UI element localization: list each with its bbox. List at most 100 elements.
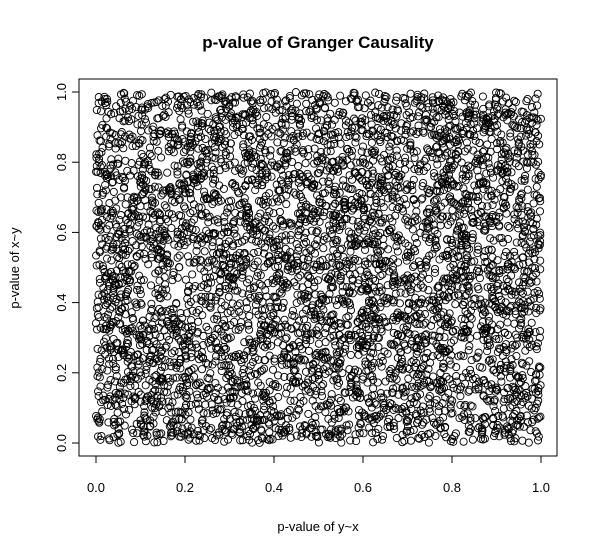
data-point — [238, 397, 247, 406]
data-point — [214, 396, 223, 405]
data-point — [367, 428, 376, 438]
data-point — [238, 267, 247, 276]
data-point — [337, 424, 346, 433]
data-point — [135, 285, 144, 295]
data-point — [501, 306, 511, 315]
data-point — [346, 436, 355, 445]
data-point — [489, 402, 498, 411]
data-point — [351, 138, 360, 147]
data-point — [379, 112, 388, 121]
data-point — [518, 397, 527, 406]
data-point — [213, 345, 222, 354]
data-point — [493, 102, 502, 111]
data-point — [514, 385, 523, 395]
data-point — [111, 196, 120, 205]
data-point — [443, 318, 452, 327]
data-point — [444, 293, 453, 302]
data-point — [253, 111, 262, 120]
data-point — [206, 126, 215, 135]
data-point — [370, 240, 380, 249]
data-point — [272, 238, 281, 247]
data-point — [389, 384, 398, 393]
data-point — [290, 144, 299, 153]
data-point — [363, 304, 372, 314]
data-point — [416, 273, 425, 282]
data-point — [181, 221, 190, 230]
data-point — [406, 89, 415, 98]
data-point — [301, 339, 310, 349]
data-point — [176, 364, 185, 373]
data-point — [472, 186, 481, 195]
data-point — [123, 339, 133, 349]
data-point — [245, 311, 254, 320]
data-point — [146, 281, 156, 290]
data-point — [466, 312, 475, 321]
data-point — [120, 404, 129, 413]
data-point — [416, 260, 425, 269]
data-point — [347, 201, 356, 210]
data-point — [369, 297, 378, 306]
data-point — [166, 305, 175, 314]
data-point — [182, 127, 191, 136]
data-point — [101, 180, 110, 190]
data-point — [465, 427, 474, 436]
data-point — [155, 209, 164, 218]
data-point — [536, 363, 545, 372]
data-point — [194, 89, 203, 99]
data-point — [370, 318, 379, 327]
data-point — [172, 363, 181, 372]
data-point — [169, 268, 178, 277]
data-point — [164, 108, 173, 117]
data-point — [313, 181, 322, 190]
data-point — [222, 361, 231, 370]
data-point — [261, 201, 270, 210]
data-point — [348, 276, 357, 285]
data-point — [329, 331, 338, 340]
data-point — [181, 184, 190, 193]
data-point — [372, 198, 381, 208]
data-point — [470, 131, 479, 140]
data-point — [231, 166, 240, 175]
data-point — [124, 390, 133, 399]
data-point — [186, 143, 195, 152]
data-point — [99, 283, 108, 292]
data-point — [500, 328, 509, 337]
data-point — [371, 229, 380, 238]
data-point — [299, 146, 308, 155]
data-point — [237, 318, 246, 327]
data-point — [123, 166, 132, 175]
data-point — [324, 96, 333, 105]
data-point — [433, 104, 442, 114]
data-point — [326, 109, 335, 118]
data-point — [158, 285, 167, 294]
data-point — [506, 437, 516, 446]
data-point — [155, 276, 164, 285]
data-point — [130, 438, 139, 447]
data-point — [317, 387, 326, 396]
data-point — [526, 302, 535, 311]
data-point — [94, 98, 103, 108]
data-point — [377, 327, 386, 336]
data-point — [467, 300, 476, 309]
data-point — [208, 434, 217, 443]
data-point — [511, 385, 520, 394]
data-point — [182, 309, 191, 318]
data-point — [383, 417, 392, 426]
data-point — [338, 156, 347, 165]
data-point — [360, 104, 369, 113]
data-point — [263, 236, 273, 245]
data-point — [111, 139, 120, 148]
data-point — [147, 152, 156, 161]
data-point — [137, 242, 146, 251]
data-point — [167, 190, 176, 199]
data-point — [333, 252, 342, 261]
data-point — [442, 314, 451, 323]
data-point — [402, 256, 411, 265]
data-point — [155, 293, 164, 302]
data-point — [435, 416, 444, 425]
data-point — [330, 211, 339, 220]
data-point — [135, 139, 144, 148]
data-point — [198, 415, 207, 424]
data-point — [185, 258, 194, 267]
data-point — [104, 395, 113, 404]
